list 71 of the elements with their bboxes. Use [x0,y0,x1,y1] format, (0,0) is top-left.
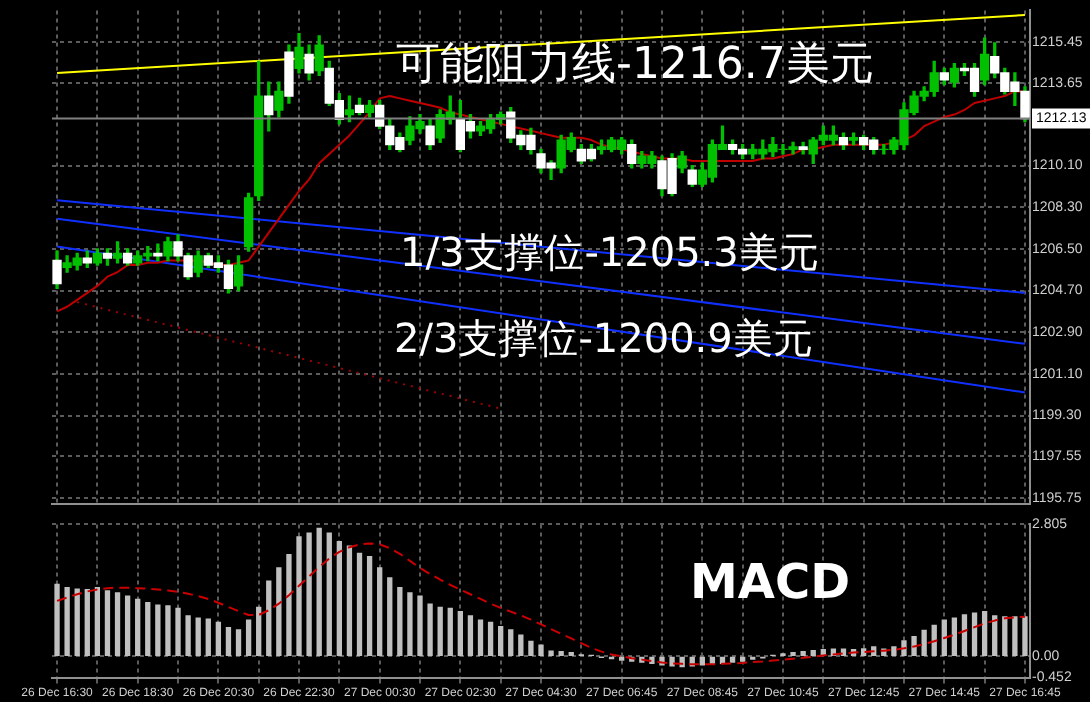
bar [366,555,373,656]
bar [810,650,816,656]
bar [346,545,353,656]
line-series [56,542,1026,666]
bar [135,598,141,656]
bar [397,587,403,656]
bar [316,527,322,656]
bar [276,567,282,656]
bar [921,629,927,656]
bar [74,588,80,656]
bar [94,587,101,656]
bar [467,615,474,656]
bar [417,595,423,656]
bar [245,619,252,656]
bar [114,592,121,656]
bar [800,650,806,656]
bar [104,590,111,656]
bar [457,610,463,656]
bar [235,629,242,656]
bar [84,588,90,656]
bar [487,621,494,656]
bar [377,567,383,656]
bar [528,640,534,656]
bar [256,606,262,656]
bar [447,607,453,656]
bar [124,595,131,656]
bar [195,617,201,656]
bar [518,634,524,656]
bar [437,606,443,656]
bar [205,618,211,656]
annotation: MACD [690,554,850,610]
bar [477,619,484,656]
bar [992,615,998,656]
bar [155,604,161,656]
bar [306,532,312,656]
bar [356,552,363,656]
bar [266,580,272,656]
bar [296,536,302,656]
bar [538,644,544,656]
bar [54,583,60,656]
bar [508,629,514,656]
bar [739,656,746,662]
bar [951,617,958,656]
bar [649,656,655,665]
bar [427,603,433,656]
bar [286,554,292,656]
bar [1012,616,1018,656]
bar [729,656,736,663]
bar [961,614,968,656]
bar [64,587,70,656]
bar [1022,616,1028,656]
bar [387,577,393,656]
bar [981,610,988,656]
bar [407,592,413,656]
bar [860,648,867,656]
bar [145,602,151,656]
bar [941,619,947,656]
bar [215,621,222,656]
annotation: 可能阻力线-1216.7美元 [396,40,874,90]
bar [336,540,343,656]
bar [891,646,897,656]
bar [558,650,564,656]
bar [225,626,232,656]
bar [175,607,181,656]
bar [1002,616,1008,656]
bar [326,532,332,656]
bar [548,650,554,656]
bar [971,612,978,656]
bar [498,626,504,656]
bar [165,605,171,656]
bar [185,615,191,656]
